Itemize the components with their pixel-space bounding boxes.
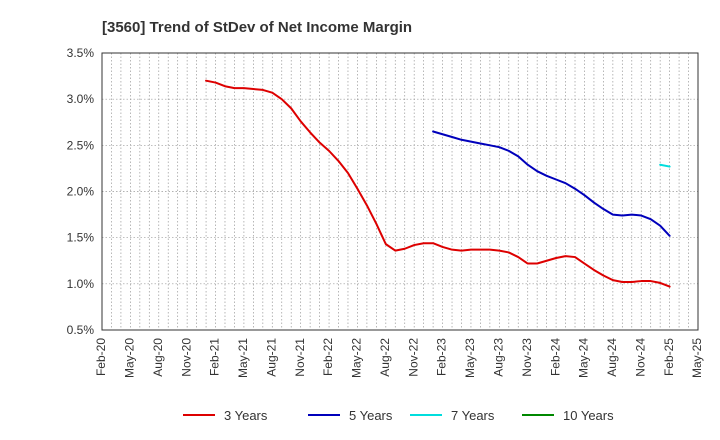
x-tick-label: May-23 [463, 338, 477, 378]
chart-title: [3560] Trend of StDev of Net Income Marg… [102, 19, 412, 36]
y-tick-label: 1.5% [67, 231, 95, 245]
x-tick-label: Aug-20 [151, 338, 165, 377]
y-tick-label: 1.0% [67, 277, 95, 291]
x-tick-label: May-25 [690, 338, 704, 378]
plot-frame [101, 52, 699, 331]
legend-label-7-years: 7 Years [451, 408, 495, 423]
x-tick-label: Feb-21 [208, 338, 222, 376]
x-tick-label: May-21 [236, 338, 250, 378]
x-tick-label: Feb-24 [548, 338, 562, 376]
x-tick-label: Feb-20 [94, 338, 108, 376]
series-line-7-years [659, 163, 671, 168]
x-tick-label: Nov-23 [520, 338, 534, 377]
y-tick-label: 2.0% [67, 185, 95, 199]
series-lines [205, 79, 671, 288]
x-tick-label: Feb-25 [662, 338, 676, 376]
x-tick-label: Aug-22 [378, 338, 392, 377]
x-tick-label: Nov-21 [293, 338, 307, 377]
x-tick-label: May-22 [350, 338, 364, 378]
axes: 0.5% 1.0% 1.5% 2.0% 2.5% 3.0% 3.5% Feb-20 May-20… [67, 46, 705, 378]
series-line-3-years [205, 79, 671, 288]
x-tick-label: May-20 [123, 338, 137, 378]
y-tick-label: 2.5% [67, 138, 95, 152]
x-tick-label: Nov-20 [179, 338, 193, 377]
series-line-5-years [432, 130, 671, 237]
grid [102, 53, 698, 330]
x-tick-label: Feb-23 [435, 338, 449, 376]
x-tick-label: Feb-22 [321, 338, 335, 376]
legend-label-3-years: 3 Years [224, 408, 268, 423]
x-tick-label: Nov-24 [633, 338, 647, 377]
x-tick-label: Aug-23 [492, 338, 506, 377]
legend-label-10-years: 10 Years [563, 408, 614, 423]
x-tick-label: Aug-24 [605, 338, 619, 377]
x-tick-label: Nov-22 [406, 338, 420, 377]
legend-label-5-years: 5 Years [349, 408, 393, 423]
y-tick-label: 3.0% [67, 92, 95, 106]
x-tick-label: Aug-21 [264, 338, 278, 377]
y-tick-label: 3.5% [67, 46, 95, 60]
y-tick-label: 0.5% [67, 323, 95, 337]
x-tick-label: May-24 [577, 338, 591, 378]
legend: 3 Years 5 Years 7 Years 10 Years [183, 408, 614, 423]
